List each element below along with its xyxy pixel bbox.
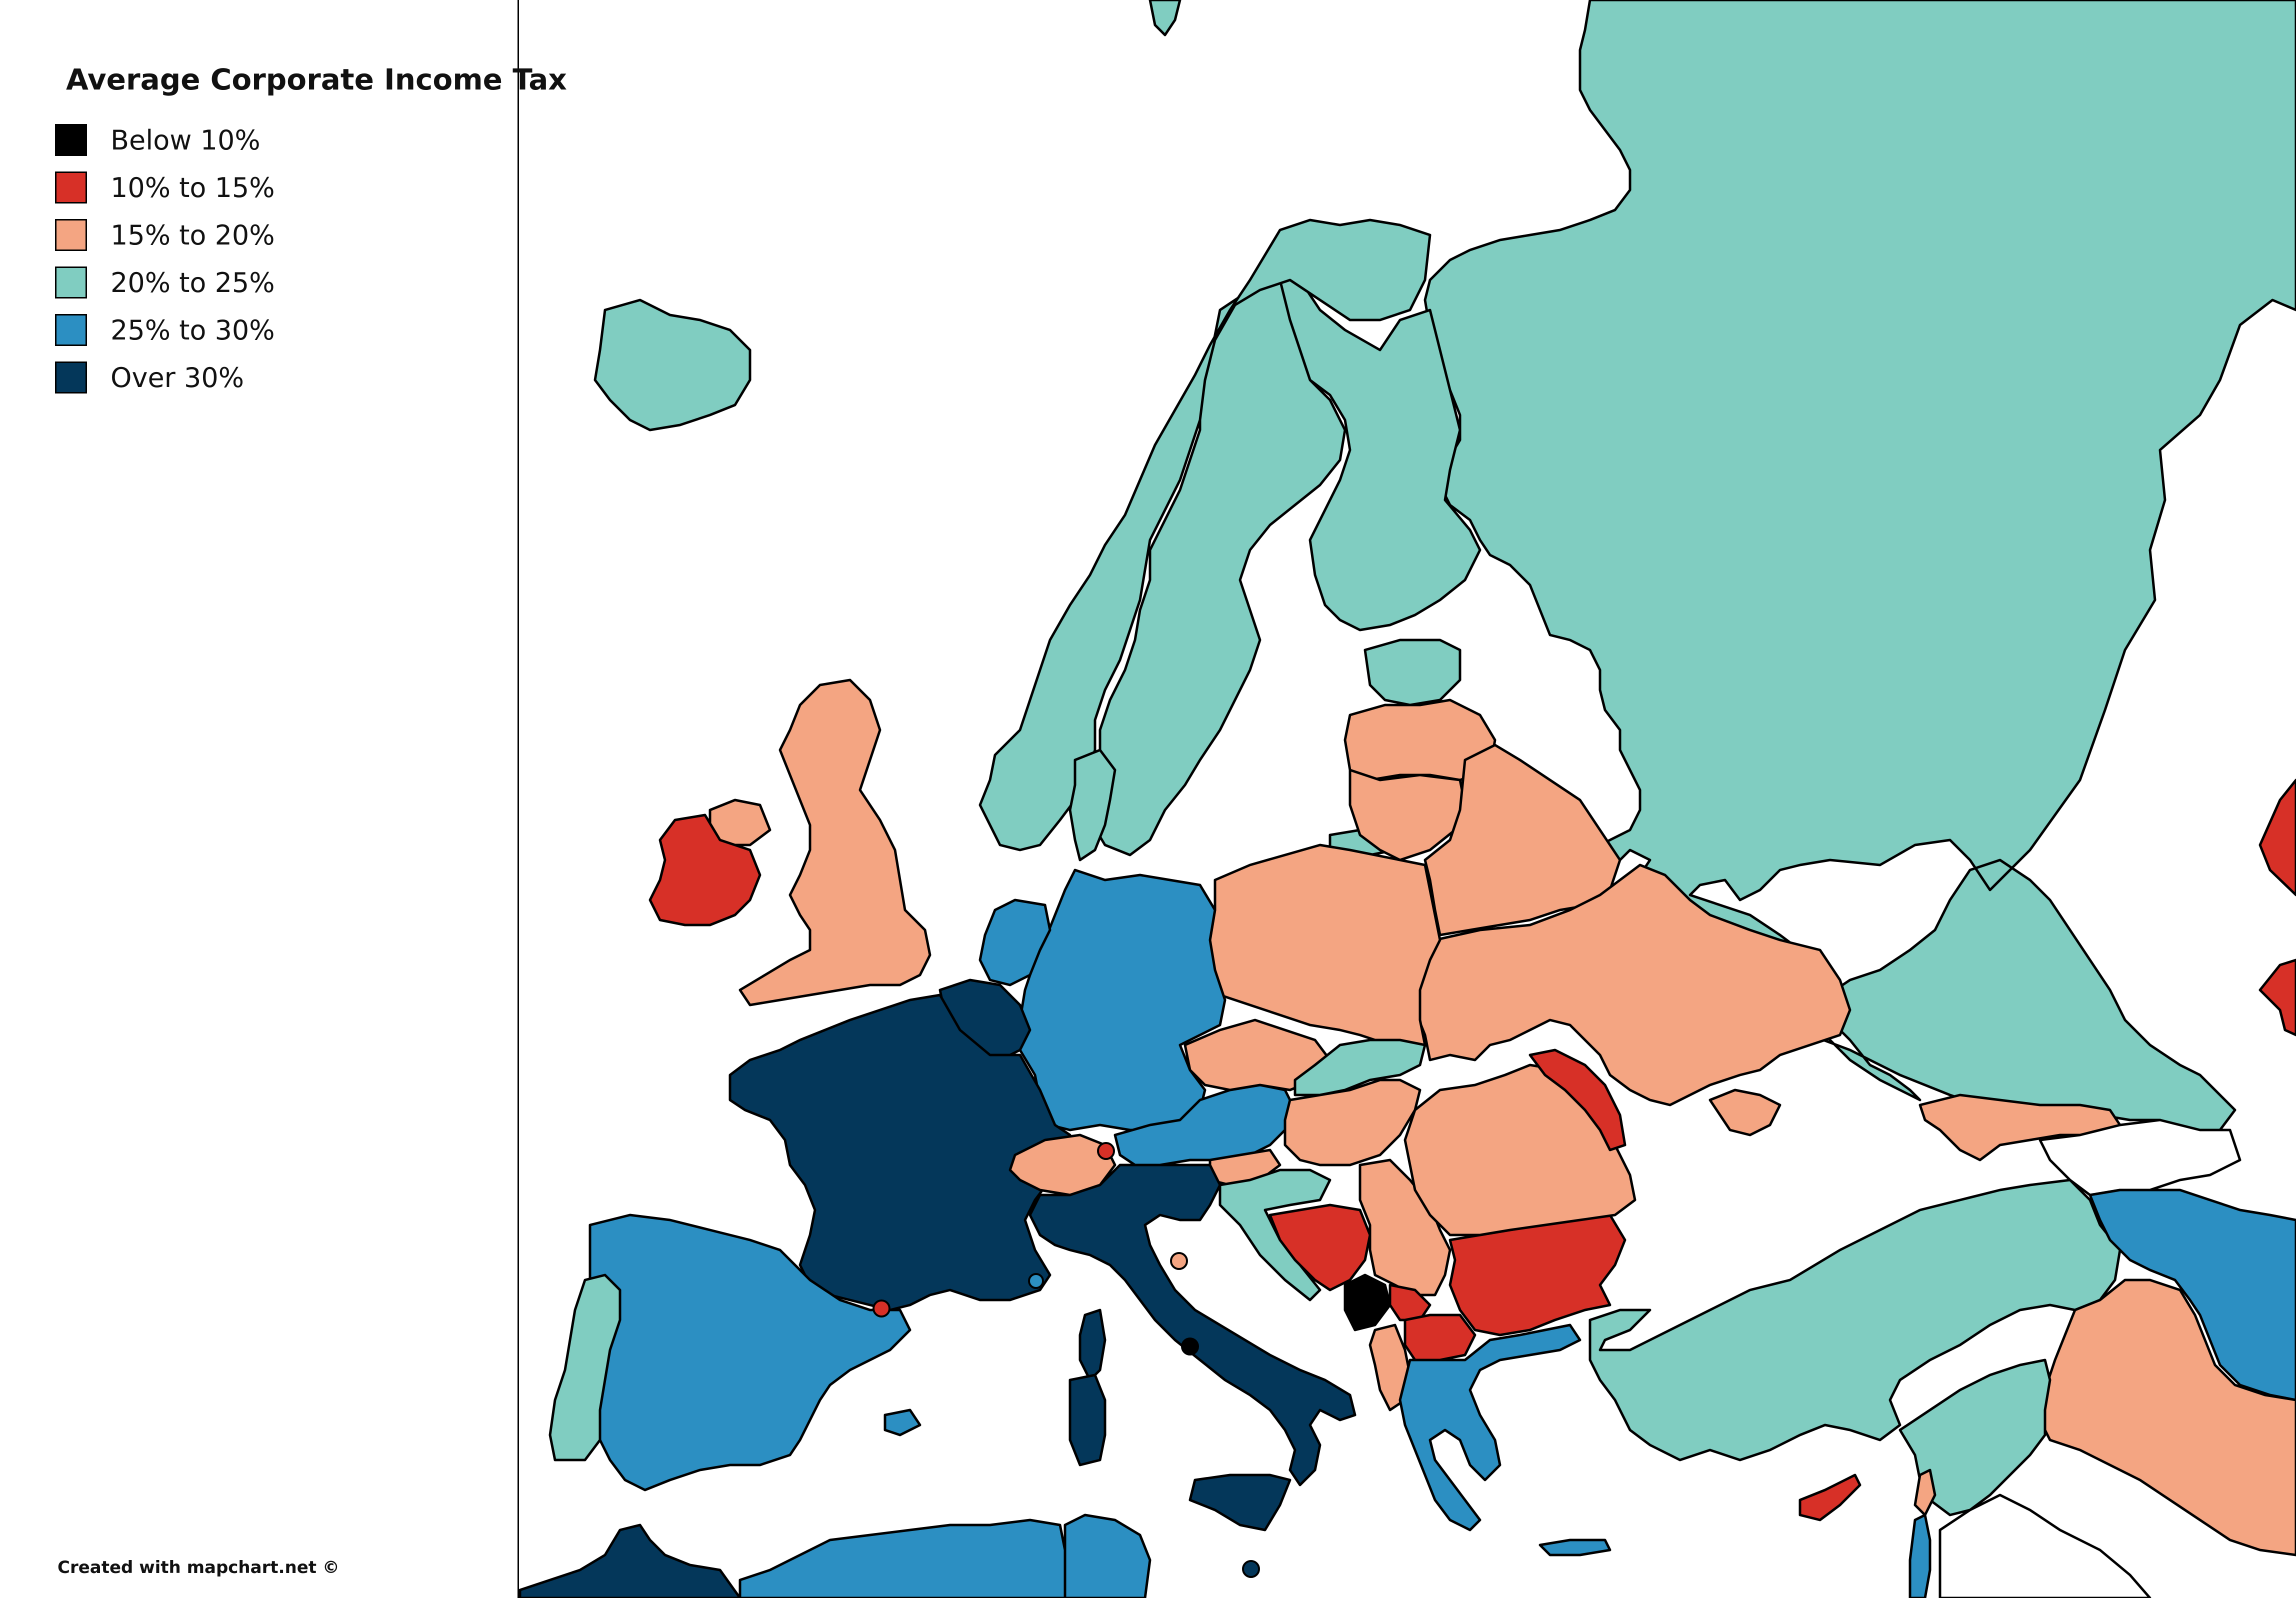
region-corsica bbox=[1078, 1308, 1106, 1382]
region-hungary bbox=[1284, 1078, 1422, 1166]
region-algeria bbox=[738, 1518, 1066, 1598]
legend-label: 25% to 30% bbox=[110, 314, 275, 346]
region-sardinia bbox=[1068, 1374, 1106, 1466]
region-malta bbox=[1242, 1560, 1260, 1578]
legend-label: Below 10% bbox=[110, 124, 260, 156]
region-denmark bbox=[1068, 748, 1116, 862]
region-greece bbox=[1398, 1324, 1582, 1532]
legend-item-over-30: Over 30% bbox=[55, 360, 244, 395]
region-ireland bbox=[648, 814, 762, 926]
region-caucasus bbox=[2038, 1118, 2242, 1196]
legend-swatch bbox=[55, 219, 87, 251]
region-jordan bbox=[1938, 1494, 2152, 1598]
legend-item-10-15: 10% to 15% bbox=[55, 170, 275, 205]
region-bosnia bbox=[1268, 1204, 1372, 1292]
legend-swatch bbox=[55, 362, 87, 394]
region-slovakia bbox=[1294, 1038, 1426, 1096]
region-finland bbox=[1278, 258, 1482, 632]
region-uk bbox=[738, 678, 932, 1006]
credit-text: Created with mapchart.net © bbox=[58, 1558, 340, 1578]
legend-swatch bbox=[55, 124, 87, 156]
region-vatican bbox=[1181, 1338, 1199, 1356]
region-estonia bbox=[1364, 638, 1462, 706]
region-lithuania bbox=[1348, 768, 1466, 862]
map-frame bbox=[518, 0, 2296, 1598]
region-sweden bbox=[1088, 278, 1346, 856]
region-san-marino bbox=[1170, 1252, 1188, 1270]
region-poland bbox=[1208, 844, 1442, 1046]
region-morocco bbox=[518, 1524, 742, 1598]
legend-item-15-20: 15% to 20% bbox=[55, 218, 275, 252]
region-andorra bbox=[872, 1300, 890, 1318]
region-crimea bbox=[1708, 1088, 1782, 1136]
legend-swatch bbox=[55, 172, 87, 204]
region-iceland bbox=[594, 298, 752, 432]
region-montenegro bbox=[1344, 1274, 1392, 1332]
legend-item-25-30: 25% to 30% bbox=[55, 312, 275, 348]
region-portugal bbox=[548, 1274, 622, 1462]
region-kazakhstan-south bbox=[2258, 958, 2296, 1036]
legend-label: 15% to 20% bbox=[110, 219, 275, 251]
region-sicily bbox=[1188, 1474, 1292, 1532]
region-svalbard bbox=[1148, 0, 1182, 36]
region-albania bbox=[1368, 1324, 1412, 1412]
region-germany bbox=[1018, 868, 1226, 1132]
region-belarus bbox=[1424, 744, 1622, 936]
region-israel bbox=[1908, 1514, 1932, 1598]
region-balearic bbox=[884, 1408, 922, 1436]
region-monaco bbox=[1028, 1273, 1044, 1289]
region-crete bbox=[1538, 1538, 1612, 1556]
legend-swatch bbox=[55, 266, 87, 298]
legend-item-20-25: 20% to 25% bbox=[55, 265, 275, 300]
region-romania bbox=[1404, 1064, 1636, 1236]
region-kazakhstan bbox=[2258, 778, 2296, 896]
region-lebanon bbox=[1914, 1468, 1936, 1516]
region-liechtenstein bbox=[1097, 1142, 1115, 1160]
region-tunisia bbox=[1064, 1514, 1152, 1598]
legend-label: 20% to 25% bbox=[110, 266, 275, 298]
region-netherlands bbox=[978, 898, 1052, 986]
legend-title: Average Corporate Income Tax bbox=[66, 62, 567, 96]
region-ukraine bbox=[1414, 864, 1852, 1106]
legend-label: Over 30% bbox=[110, 362, 244, 394]
legend-item-below-10: Below 10% bbox=[55, 122, 260, 158]
legend-label: 10% to 15% bbox=[110, 172, 275, 204]
region-norway bbox=[978, 218, 1432, 852]
region-iran bbox=[2088, 1188, 2296, 1402]
region-north-macedonia bbox=[1404, 1314, 1476, 1362]
region-cyprus bbox=[1798, 1474, 1862, 1522]
region-moldova bbox=[1528, 1048, 1626, 1152]
region-italy bbox=[1028, 1164, 1356, 1486]
legend-swatch bbox=[55, 314, 87, 346]
